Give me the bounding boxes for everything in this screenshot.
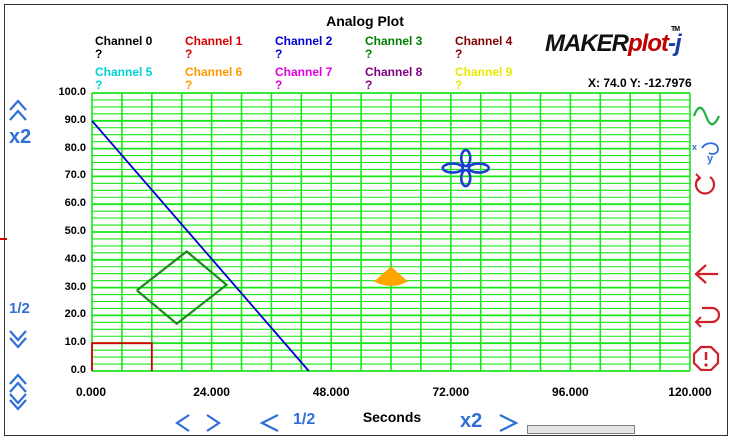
y-tick-label: 70.0 <box>64 169 86 182</box>
stop-icon[interactable] <box>692 345 720 371</box>
channel-1-value: ? <box>185 47 193 61</box>
logo-maker: MAKER <box>545 30 629 57</box>
y-zoom-out-button[interactable]: 1/2 <box>9 300 30 317</box>
x-tick-label: 72.000 <box>432 385 470 399</box>
x-scroll-icon[interactable] <box>173 412 227 434</box>
y-tick-label: 50.0 <box>64 225 86 237</box>
back-icon[interactable] <box>692 262 720 286</box>
channel-1-label: Channel 1 <box>185 34 243 48</box>
channel-9-label: Channel 9 <box>455 65 513 79</box>
edge-marker <box>0 238 7 240</box>
y-tick-label: 40.0 <box>64 252 86 265</box>
channel-6-label: Channel 6 <box>185 65 243 79</box>
y-zoom-in-chevron-icon[interactable] <box>8 98 28 126</box>
y-tick-label: 10.0 <box>64 336 86 349</box>
x-zoom-in-button[interactable]: x2 <box>460 410 483 432</box>
pie-marker <box>374 266 408 286</box>
channel-2-label: Channel 2 <box>275 34 333 48</box>
channel-7-label: Channel 7 <box>275 65 333 79</box>
y-tick-label: 20.0 <box>64 308 86 321</box>
crosshair-marker <box>441 148 491 188</box>
series-2-line <box>136 250 229 326</box>
channel-5-value: ? <box>95 78 103 92</box>
x-zoom-out-chevron-icon[interactable] <box>258 412 284 434</box>
logo-j: -j <box>667 30 682 57</box>
crosshair-part <box>467 162 491 174</box>
crosshair-part <box>459 148 472 168</box>
x-tick-label: 120.000 <box>668 385 712 399</box>
channel-7-value: ? <box>275 78 283 92</box>
y-zoom-in-button[interactable]: x2 <box>9 126 32 148</box>
channel-3-label: Channel 3 <box>365 34 423 48</box>
x-tick-label: 24.000 <box>193 385 230 399</box>
undo-icon[interactable] <box>692 302 720 328</box>
y-tick-label: 30.0 <box>64 280 86 293</box>
svg-text:y: y <box>707 153 714 165</box>
y-tick-label: 80.0 <box>64 141 86 154</box>
series-0-line <box>91 120 310 372</box>
channel-5-label: Channel 5 <box>95 65 153 79</box>
y-tick-label: 60.0 <box>64 197 86 210</box>
channel-2-value: ? <box>275 47 283 61</box>
crosshair-part <box>441 162 465 174</box>
x-tick-label: 0.000 <box>76 385 107 399</box>
logo-plot: plot <box>628 30 669 57</box>
channel-8-label: Channel 8 <box>365 65 423 79</box>
logo-tm: TM <box>671 26 680 33</box>
chart-title: Analog Plot <box>326 13 404 29</box>
sine-wave-icon[interactable] <box>692 105 722 127</box>
x-zoom-in-chevron-icon[interactable] <box>494 412 520 434</box>
reset-icon[interactable] <box>692 172 720 198</box>
x-axis-label: Seconds <box>362 409 422 425</box>
x-tick-label: 48.000 <box>312 385 350 399</box>
x-tick-label: 96.000 <box>552 385 589 399</box>
channel-6-value: ? <box>185 78 193 92</box>
channel-0-label: Channel 0 <box>95 34 153 48</box>
channel-4-value: ? <box>455 47 463 61</box>
svg-text:x: x <box>692 142 697 152</box>
channel-8-value: ? <box>365 78 373 92</box>
y-tick-label: 100.0 <box>58 86 86 98</box>
makerplot-logo: MAKERplot-j TM <box>545 26 682 58</box>
channel-3-value: ? <box>365 47 373 61</box>
x-scrollbar[interactable] <box>527 425 635 434</box>
y-tick-label: 0.0 <box>70 364 86 376</box>
y-tick-label: 90.0 <box>64 113 86 126</box>
channel-9-value: ? <box>455 78 463 92</box>
channel-0-value: ? <box>95 47 103 61</box>
x-zoom-out-button[interactable]: 1/2 <box>293 411 316 428</box>
crosshair-part <box>459 168 472 188</box>
y-zoom-out-chevron-icon[interactable] <box>8 328 28 350</box>
channel-4-label: Channel 4 <box>455 34 513 48</box>
cursor-readout: X: 74.0 Y: -12.7976 <box>588 76 692 90</box>
xy-mode-icon[interactable]: x y <box>690 140 724 166</box>
y-scroll-icon[interactable] <box>8 372 28 412</box>
series-1-line <box>91 342 153 371</box>
